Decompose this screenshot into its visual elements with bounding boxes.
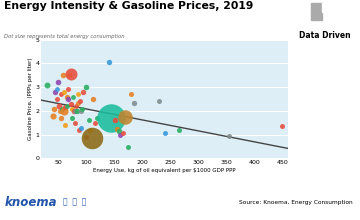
Point [57, 109, 63, 113]
Point [125, 145, 131, 148]
Point [61, 90, 67, 94]
Bar [323, 3, 334, 11]
Point [58, 92, 64, 96]
Point [53, 90, 58, 94]
Point [76, 128, 82, 132]
Text: Energy Intensity & Gasoline Prices, 2019: Energy Intensity & Gasoline Prices, 2019 [4, 1, 253, 11]
Point [176, 128, 181, 132]
Point [71, 109, 77, 113]
Point [55, 81, 61, 84]
Point [72, 121, 78, 125]
Y-axis label: Gasoline Price, (PPPs per liter): Gasoline Price, (PPPs per liter) [27, 58, 32, 140]
Point [50, 114, 55, 117]
Point [60, 73, 66, 77]
Point [57, 104, 62, 108]
Point [74, 109, 80, 113]
Point [62, 106, 68, 109]
Text: Dot size represents total energy consumption: Dot size represents total energy consump… [4, 34, 124, 39]
Point [58, 116, 64, 120]
Point [54, 97, 59, 101]
Point [59, 107, 65, 110]
Point [123, 115, 129, 119]
Text: knoema: knoema [4, 196, 57, 209]
Point [69, 116, 75, 120]
Point [120, 132, 126, 135]
Point [64, 104, 69, 108]
Point [63, 123, 68, 127]
Point [109, 116, 114, 120]
Point [81, 90, 86, 94]
Point [131, 101, 137, 104]
Point [54, 88, 60, 91]
Bar [311, 3, 322, 11]
Point [117, 133, 123, 136]
Point [69, 107, 75, 110]
Point [162, 132, 167, 135]
Text: Ⓒ  Ⓕ  Ⓘ: Ⓒ Ⓕ Ⓘ [63, 198, 86, 207]
Point [90, 97, 96, 101]
Point [65, 88, 71, 91]
Bar [311, 11, 322, 20]
Point [114, 127, 120, 130]
Point [84, 85, 89, 89]
Text: Data Driven: Data Driven [299, 31, 351, 40]
Point [84, 135, 89, 139]
Point [78, 126, 84, 129]
Point [75, 92, 81, 96]
Point [79, 107, 85, 110]
Text: Source: Knoema, Energy Consumption: Source: Knoema, Energy Consumption [239, 200, 353, 205]
Point [75, 101, 81, 104]
Point [89, 136, 95, 140]
Point [64, 95, 69, 98]
Point [68, 102, 74, 106]
Point [72, 109, 78, 113]
Point [226, 134, 232, 138]
Point [87, 128, 93, 132]
Point [112, 119, 118, 122]
Point [67, 73, 72, 77]
Point [78, 109, 84, 113]
Point [68, 72, 73, 76]
Point [61, 109, 67, 113]
Point [116, 129, 122, 133]
Point [73, 104, 79, 108]
Point [92, 121, 98, 125]
Point [128, 92, 134, 96]
Point [106, 61, 112, 64]
Point [77, 100, 82, 103]
X-axis label: Energy Use, kg of oil equivalent per $1000 GDP PPP: Energy Use, kg of oil equivalent per $10… [93, 168, 236, 173]
Point [51, 107, 57, 110]
Point [95, 116, 100, 120]
Point [86, 119, 92, 122]
Point [71, 95, 76, 98]
Point [44, 83, 50, 86]
Point [66, 97, 71, 101]
Point [279, 125, 285, 128]
Point [156, 100, 162, 103]
Bar [323, 11, 334, 20]
